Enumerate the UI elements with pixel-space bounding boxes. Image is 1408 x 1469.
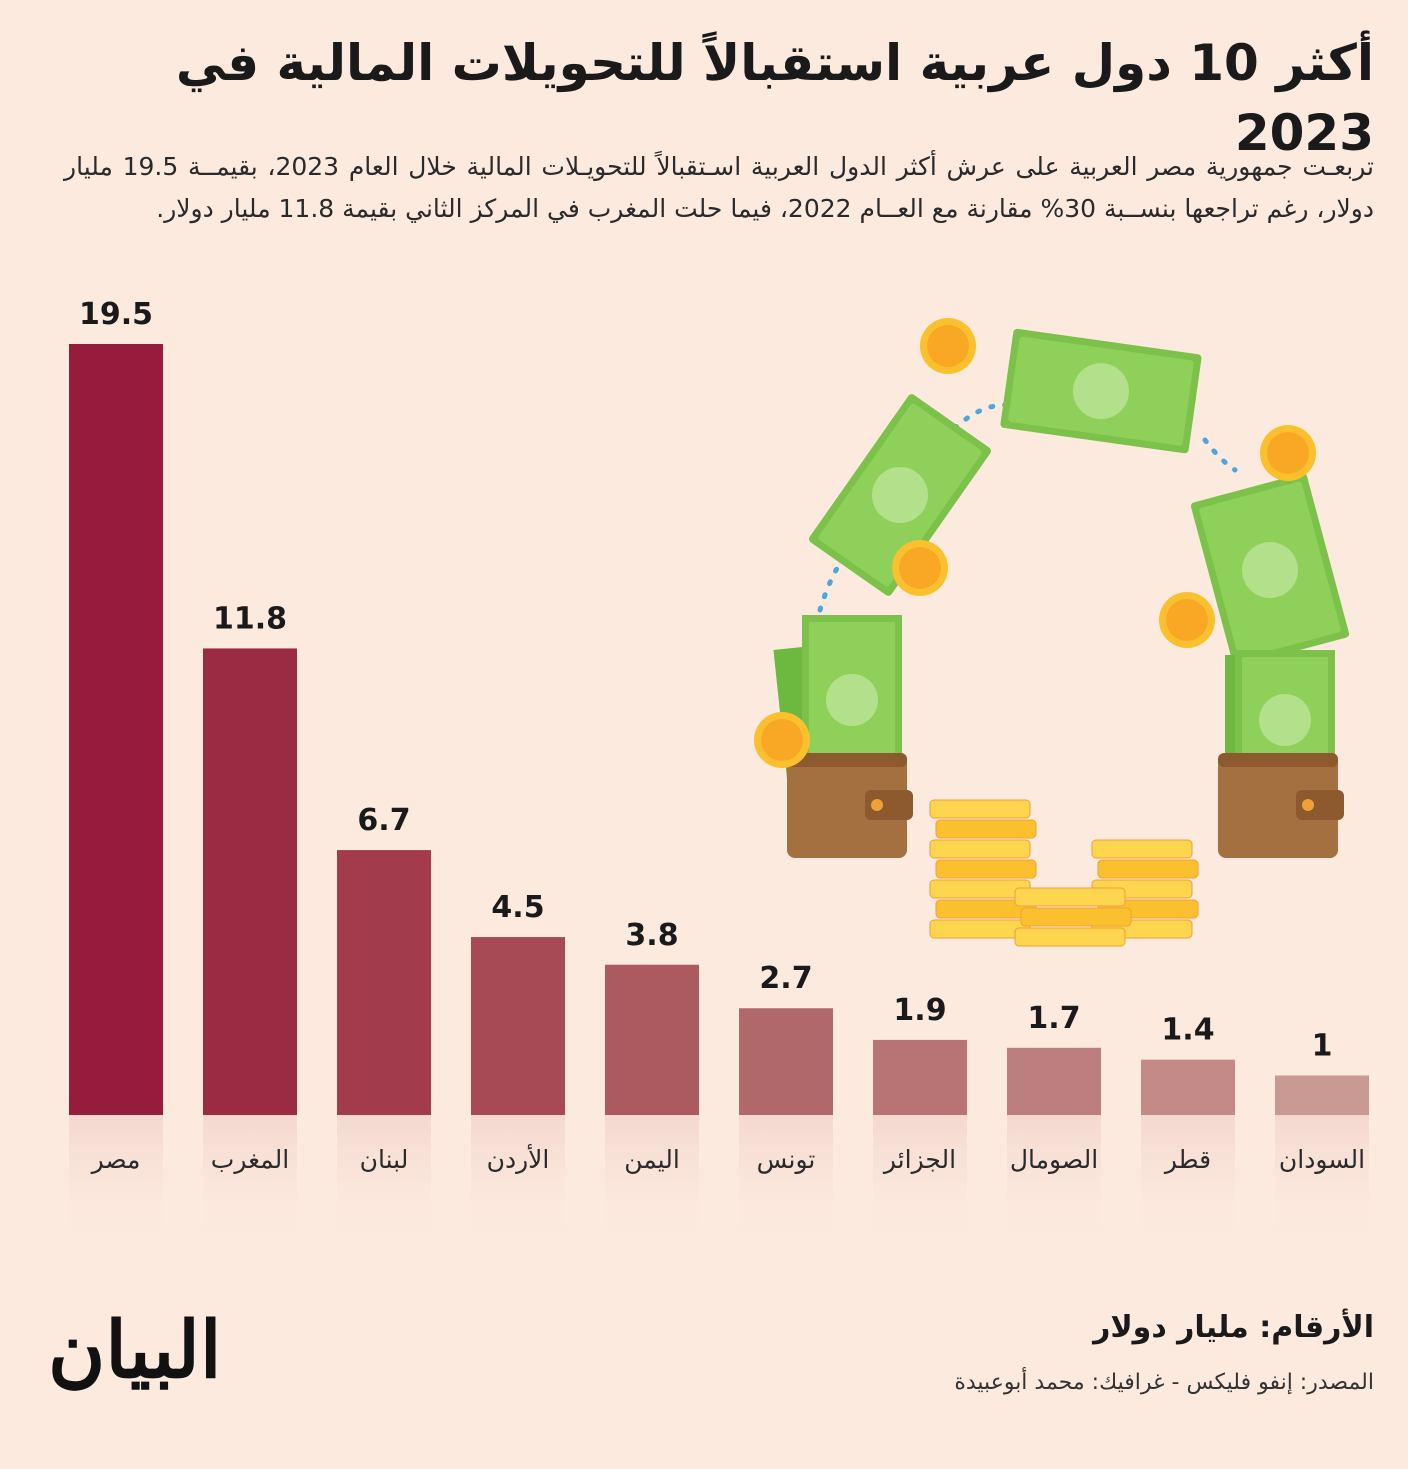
- coin-icon: [754, 712, 810, 768]
- coin-icon: [929, 839, 1031, 859]
- bar-value-label: 11.8: [213, 601, 287, 636]
- bar-1: [203, 648, 297, 1115]
- bar-value-label: 1: [1312, 1028, 1333, 1063]
- bar-value-label: 1.9: [893, 993, 946, 1028]
- category-label: اليمن: [624, 1145, 680, 1174]
- bar-0: [69, 344, 163, 1115]
- coin-icon: [1159, 592, 1215, 648]
- category-label-background: [337, 1115, 431, 1255]
- category-label: الصومال: [1010, 1145, 1098, 1174]
- coin-icon: [1097, 859, 1199, 879]
- coin-icon: [935, 859, 1037, 879]
- coin-icon: [1014, 887, 1126, 907]
- coin-icon: [1014, 927, 1126, 947]
- transfer-arc: [1202, 437, 1238, 473]
- category-label-background: [739, 1115, 833, 1255]
- money-transfer-illustration: [754, 318, 1350, 947]
- publisher-logo: البيان: [48, 1305, 222, 1396]
- category-label-background: [605, 1115, 699, 1255]
- bar-8: [1141, 1059, 1235, 1115]
- bar-6: [873, 1039, 967, 1115]
- units-label: الأرقام: مليار دولار: [1093, 1310, 1374, 1345]
- banknote-icon: [1190, 473, 1350, 667]
- bar-value-label: 3.8: [625, 918, 678, 953]
- bar-4: [605, 964, 699, 1115]
- chart-title: أكثر 10 دول عربية استقبالاً للتحويلات ال…: [175, 34, 1374, 162]
- coin-stack-icon: [929, 799, 1199, 947]
- category-label-background: [1141, 1115, 1235, 1255]
- wallet-icon: [1218, 753, 1344, 858]
- transfer-arc: [952, 402, 1008, 431]
- category-label-background: [873, 1115, 967, 1255]
- bar-5: [739, 1008, 833, 1115]
- category-label: الأردن: [487, 1143, 550, 1174]
- bar-value-label: 1.4: [1161, 1013, 1214, 1048]
- source-label: المصدر: إنفو فليكس - غرافيك: محمد أبوعبي…: [954, 1370, 1374, 1395]
- category-label-background: [203, 1115, 297, 1255]
- coin-icon: [929, 799, 1031, 819]
- coin-icon: [1260, 425, 1316, 481]
- transfer-arc: [817, 537, 863, 613]
- bar-9: [1275, 1075, 1369, 1115]
- bar-value-label: 6.7: [357, 803, 410, 838]
- bar-value-label: 19.5: [79, 297, 153, 332]
- category-label: قطر: [1163, 1145, 1211, 1174]
- category-label: تونس: [757, 1145, 816, 1174]
- bar-value-label: 2.7: [759, 961, 812, 996]
- chart-subtitle: تربعـت جمهورية مصر العربية على عرش أكثر …: [64, 152, 1374, 223]
- coin-icon: [935, 819, 1037, 839]
- bar-value-label: 4.5: [491, 890, 544, 925]
- category-label: مصر: [90, 1145, 141, 1174]
- coin-icon: [1020, 907, 1132, 927]
- wallet-icon: [787, 753, 913, 858]
- category-label: الجزائر: [882, 1145, 956, 1174]
- category-label-background: [1007, 1115, 1101, 1255]
- bar-2: [337, 850, 431, 1115]
- category-label: لبنان: [360, 1145, 409, 1174]
- category-label: المغرب: [211, 1145, 289, 1174]
- coin-icon: [1091, 839, 1193, 859]
- category-label-background: [471, 1115, 565, 1255]
- banknote-icon: [808, 394, 992, 596]
- coin-icon: [892, 540, 948, 596]
- bar-3: [471, 937, 565, 1115]
- bar-chart: 19.5 مصر 11.8 المغرب 6.7 لبنان 4.5 الأردن 3.8 الي…: [69, 297, 1369, 1255]
- category-label-background: [69, 1115, 163, 1255]
- coin-icon: [920, 318, 976, 374]
- bar-7: [1007, 1047, 1101, 1115]
- category-label-background: [1275, 1115, 1369, 1255]
- category-label: السودان: [1279, 1145, 1365, 1174]
- banknote-icon: [1000, 328, 1202, 454]
- bar-value-label: 1.7: [1027, 1001, 1080, 1036]
